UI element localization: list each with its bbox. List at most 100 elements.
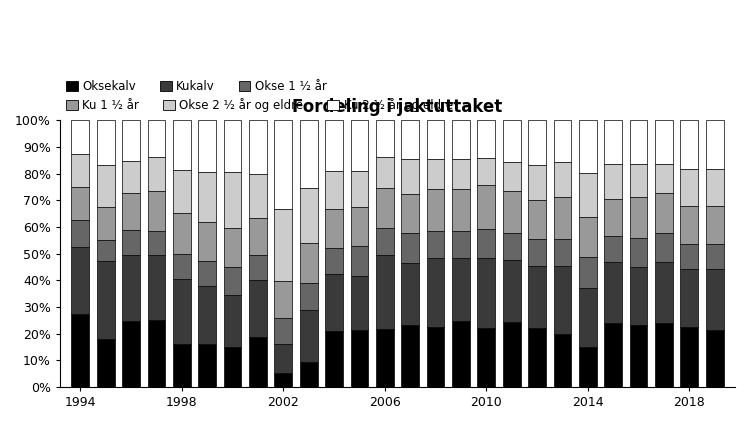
Bar (401, 233, 419, 263)
Bar (680, 169, 698, 206)
Bar (401, 325, 419, 387)
Bar (97, 165, 115, 207)
Bar (630, 197, 647, 238)
Bar (350, 246, 368, 276)
Bar (655, 193, 673, 233)
Bar (274, 120, 292, 209)
Bar (452, 189, 470, 231)
Bar (173, 120, 190, 170)
Bar (326, 331, 343, 387)
Bar (706, 244, 724, 270)
Bar (452, 321, 470, 387)
Bar (554, 266, 572, 334)
Bar (528, 266, 546, 328)
Bar (350, 207, 368, 246)
Bar (300, 188, 317, 243)
Bar (478, 258, 495, 329)
Bar (452, 231, 470, 258)
Bar (148, 157, 165, 191)
Bar (680, 244, 698, 270)
Bar (376, 255, 394, 329)
Bar (604, 323, 622, 387)
Bar (173, 279, 190, 344)
Bar (300, 243, 317, 283)
Bar (452, 160, 470, 189)
Bar (249, 120, 267, 174)
Bar (706, 270, 724, 330)
Bar (376, 227, 394, 255)
Bar (427, 120, 445, 160)
Bar (198, 221, 216, 261)
Bar (401, 194, 419, 233)
Bar (655, 262, 673, 323)
Bar (503, 322, 520, 387)
Bar (97, 240, 115, 261)
Bar (528, 200, 546, 239)
Bar (71, 221, 89, 247)
Bar (97, 261, 115, 339)
Bar (706, 330, 724, 387)
Bar (401, 263, 419, 325)
Bar (274, 373, 292, 387)
Bar (604, 164, 622, 199)
Bar (478, 185, 495, 229)
Bar (350, 330, 368, 387)
Bar (274, 281, 292, 318)
Title: Fordeling i jaktuttaket: Fordeling i jaktuttaket (292, 98, 502, 116)
Bar (122, 120, 140, 161)
Bar (173, 254, 190, 279)
Bar (350, 120, 368, 171)
Bar (326, 209, 343, 248)
Bar (224, 120, 242, 172)
Bar (148, 319, 165, 387)
Bar (224, 172, 242, 227)
Bar (655, 233, 673, 262)
Legend: Ku 1 ½ år, Okse 2 ½ år og eldre, Ku 2 ½ år og eldre: Ku 1 ½ år, Okse 2 ½ år og eldre, Ku 2 ½ … (66, 98, 453, 112)
Bar (630, 326, 647, 387)
Bar (71, 154, 89, 187)
Bar (71, 247, 89, 314)
Bar (554, 162, 572, 197)
Bar (630, 267, 647, 326)
Bar (706, 120, 724, 169)
Bar (680, 270, 698, 327)
Bar (274, 209, 292, 281)
Bar (224, 227, 242, 267)
Bar (173, 170, 190, 213)
Bar (706, 169, 724, 206)
Bar (706, 206, 724, 244)
Bar (122, 321, 140, 387)
Bar (148, 255, 165, 319)
Bar (249, 280, 267, 337)
Bar (148, 191, 165, 231)
Bar (478, 159, 495, 185)
Bar (680, 206, 698, 244)
Bar (376, 329, 394, 387)
Bar (198, 172, 216, 221)
Bar (478, 229, 495, 258)
Bar (554, 239, 572, 266)
Bar (173, 213, 190, 254)
Bar (655, 323, 673, 387)
Bar (198, 261, 216, 286)
Bar (122, 161, 140, 193)
Bar (122, 255, 140, 321)
Bar (148, 120, 165, 157)
Bar (478, 120, 495, 159)
Bar (503, 233, 520, 260)
Bar (376, 120, 394, 157)
Bar (579, 288, 597, 347)
Bar (579, 216, 597, 257)
Bar (173, 344, 190, 387)
Bar (326, 274, 343, 331)
Bar (401, 159, 419, 194)
Bar (71, 120, 89, 154)
Bar (249, 218, 267, 255)
Bar (528, 120, 546, 165)
Bar (630, 164, 647, 197)
Bar (503, 162, 520, 191)
Bar (427, 327, 445, 387)
Bar (579, 120, 597, 173)
Bar (148, 231, 165, 255)
Bar (630, 120, 647, 164)
